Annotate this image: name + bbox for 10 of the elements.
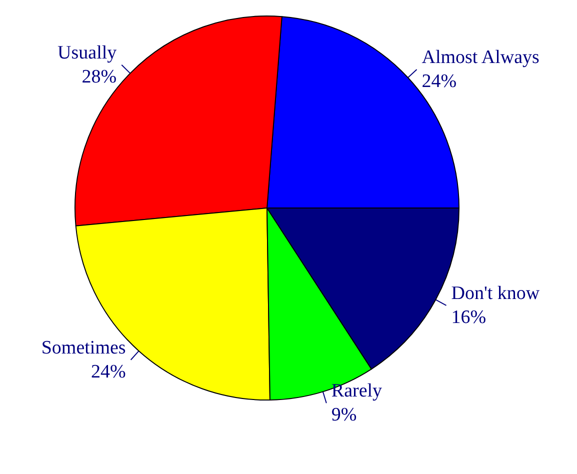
data-label: 24% — [422, 70, 457, 92]
slice-label: Don't know — [451, 282, 540, 304]
slice-label: Usually — [58, 42, 118, 64]
data-label: 16% — [451, 306, 486, 328]
slice-label: Almost Always — [422, 46, 540, 68]
slice-label: Rarely — [331, 380, 383, 402]
data-label: 24% — [90, 361, 126, 382]
data-label: 28% — [82, 66, 117, 88]
slice-label: Sometimes — [41, 337, 126, 358]
data-label: 9% — [331, 404, 357, 426]
